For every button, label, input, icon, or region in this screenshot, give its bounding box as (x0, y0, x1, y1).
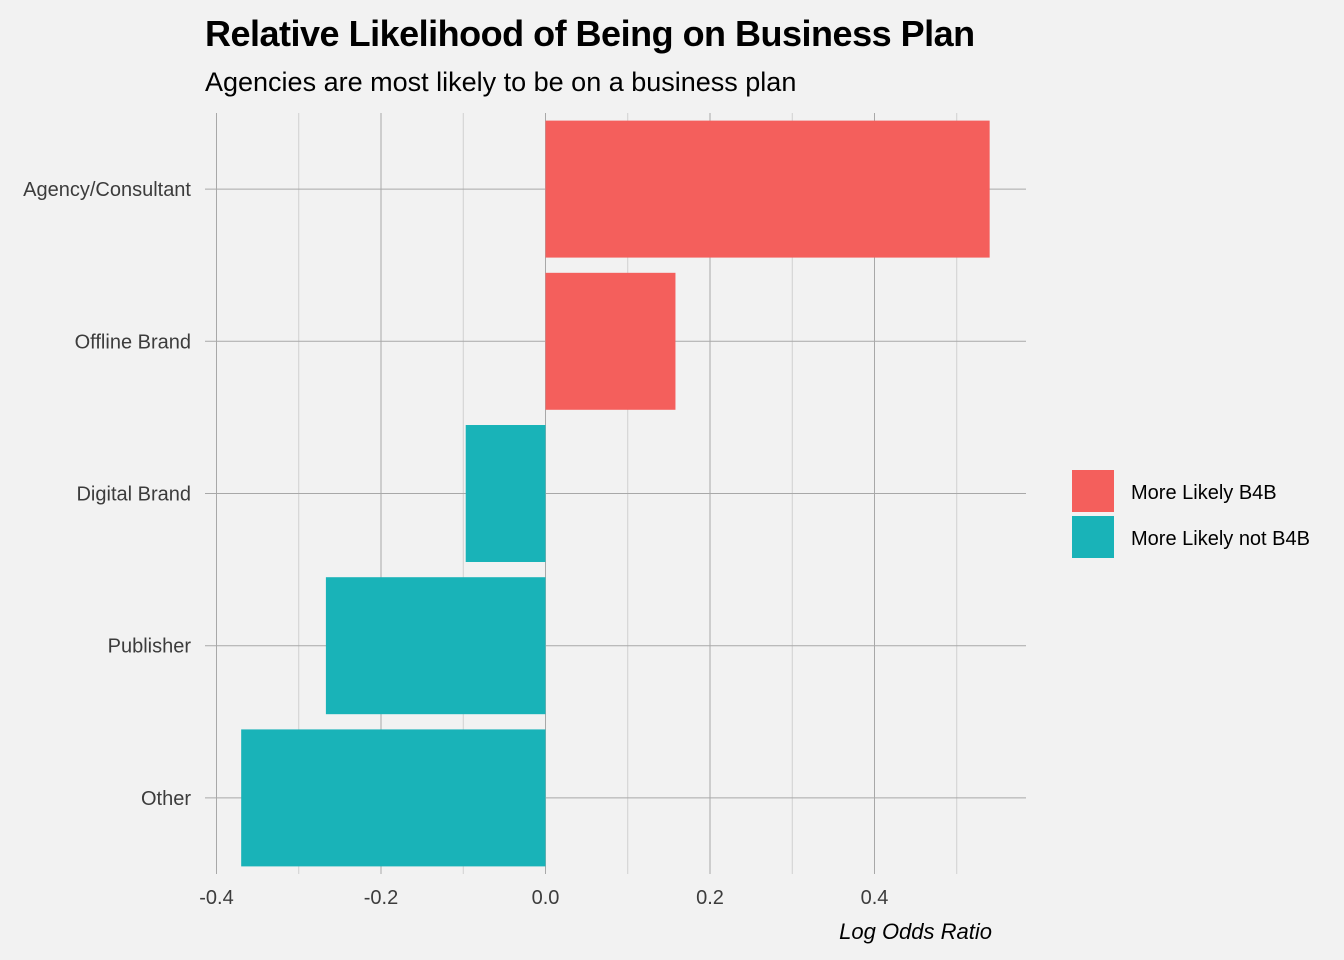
bar (465, 425, 546, 562)
x-axis-title: Log Odds Ratio (839, 919, 992, 944)
x-tick-label: -0.2 (364, 887, 398, 909)
legend-label: More Likely not B4B (1131, 528, 1310, 550)
x-tick-label: 0.4 (861, 887, 889, 909)
x-axis-labels: -0.4 -0.2 0.0 0.2 0.4 (199, 887, 888, 909)
legend-swatch (1072, 470, 1114, 512)
x-tick-label: 0.0 (532, 887, 560, 909)
bar (545, 120, 990, 258)
y-tick-label: Agency/Consultant (23, 179, 191, 201)
x-tick-label: 0.2 (696, 887, 724, 909)
y-tick-label: Digital Brand (76, 484, 191, 506)
bar (325, 577, 546, 715)
bar (545, 272, 676, 410)
chart-title: Relative Likelihood of Being on Business… (205, 13, 975, 54)
bars (241, 120, 990, 867)
legend-label: More Likely B4B (1131, 482, 1277, 504)
y-tick-label: Publisher (108, 636, 192, 658)
chart-subtitle: Agencies are most likely to be on a busi… (205, 67, 796, 97)
y-tick-label: Other (141, 788, 191, 810)
y-tick-label: Offline Brand (75, 331, 191, 353)
y-axis-labels: Agency/Consultant Offline Brand Digital Br… (23, 179, 191, 810)
x-tick-label: -0.4 (199, 887, 233, 909)
legend: More Likely B4B More Likely not B4B (1072, 470, 1310, 558)
grid (205, 113, 1026, 874)
legend-swatch (1072, 516, 1114, 558)
bar (241, 729, 546, 867)
